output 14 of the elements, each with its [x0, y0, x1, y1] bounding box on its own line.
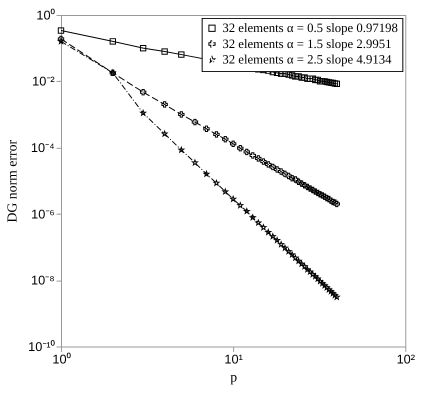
legend-label: 32 elements α = 0.5 slope 0.97198	[222, 21, 398, 36]
y-tick-label: 10⁻¹⁰	[28, 338, 56, 354]
y-tick-label: 10⁻²	[32, 74, 56, 89]
x-tick-label: 10⁰	[52, 352, 72, 367]
x-tick-label: 10¹	[224, 352, 243, 367]
y-tick-label: 10⁻⁶	[31, 206, 55, 222]
y-tick-label: 10⁻⁴	[30, 140, 55, 156]
x-axis-title: p	[230, 369, 238, 384]
y-axis-title: DG norm error	[4, 140, 20, 223]
y-tick-label: 10⁰	[36, 7, 56, 22]
legend-label: 32 elements α = 2.5 slope 4.9134	[222, 52, 392, 67]
x-tick-label: 10²	[396, 352, 416, 367]
y-tick-label: 10⁻⁸	[31, 272, 55, 288]
legend-label: 32 elements α = 1.5 slope 2.9951	[222, 36, 392, 51]
